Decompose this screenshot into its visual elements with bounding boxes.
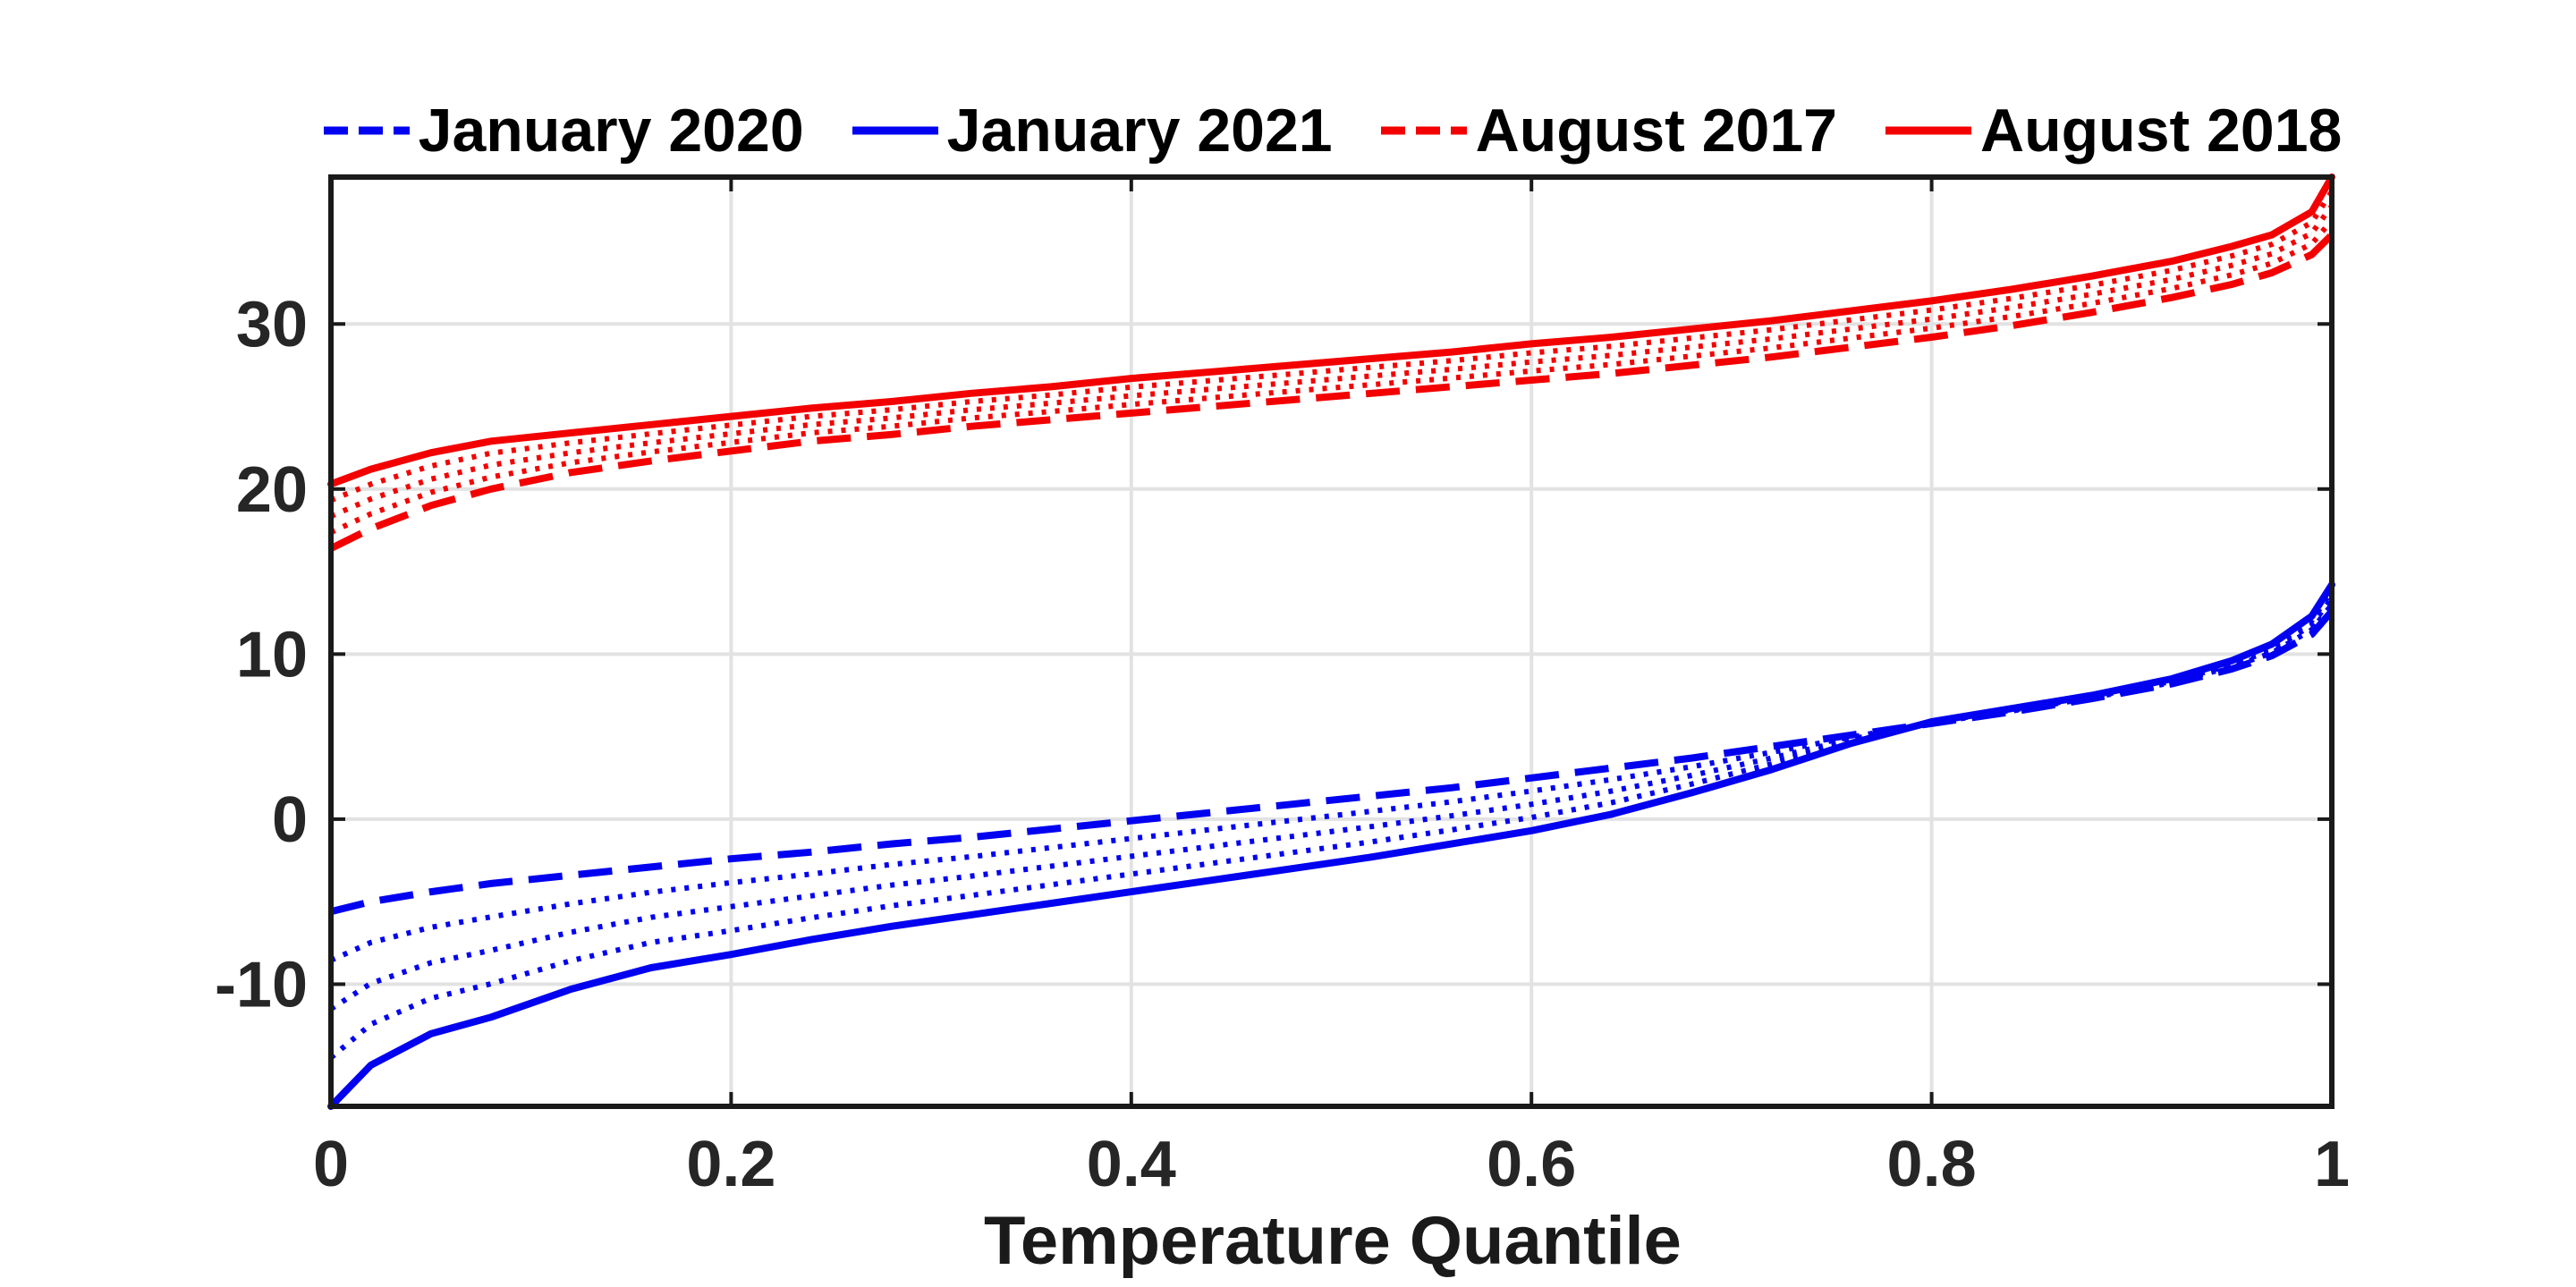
- x-tick-label: 0: [313, 1129, 349, 1200]
- legend-label: January 2020: [418, 97, 804, 165]
- series-august-2017-interpolated-dotted-1: [329, 218, 2334, 535]
- series-january-2020-interpolated-dotted-1: [329, 603, 2334, 963]
- legend-label: August 2018: [1979, 97, 2343, 165]
- plot-border: [328, 174, 2334, 1109]
- legend-swatch-solid-icon: [1885, 126, 1971, 135]
- legend: January 2020 January 2021 August 2017 Augus…: [323, 93, 2342, 168]
- x-tick-label: 1: [2314, 1129, 2350, 1200]
- series-january-2020-interpolated-dotted-2: [329, 596, 2334, 1012]
- legend-item-august-2017: August 2017: [1380, 96, 1837, 165]
- y-tick-label: 10: [236, 619, 308, 690]
- x-tick-label: 0.8: [1887, 1129, 1977, 1200]
- y-tick-label: 30: [236, 289, 308, 360]
- x-axis-label: Temperature Quantile: [984, 1203, 1682, 1279]
- legend-item-august-2018: August 2018: [1885, 96, 2342, 165]
- legend-label: August 2017: [1475, 97, 1837, 165]
- legend-label: January 2021: [946, 97, 1333, 165]
- legend-item-january-2020: January 2020: [323, 96, 804, 165]
- x-tick-label: 0.2: [686, 1129, 775, 1200]
- plot-frame: [328, 174, 2334, 1109]
- legend-swatch-dashed-icon: [1380, 126, 1467, 135]
- tick-labels: 0 0.2 0.4 0.6 0.8 1 -10 0 10 20 30: [215, 289, 2350, 1200]
- y-tick-label: 20: [236, 454, 308, 526]
- legend-swatch-dashed-icon: [323, 126, 410, 135]
- series-january-2021-line: [327, 580, 2335, 1110]
- gridlines: [329, 177, 2334, 1106]
- y-tick-label: -10: [215, 949, 308, 1020]
- series-august-2018-line: [327, 174, 2335, 488]
- legend-swatch-solid-icon: [852, 126, 938, 135]
- series-january-2020-interpolated-dotted-3: [329, 589, 2334, 1060]
- series-lines: [327, 174, 2335, 1110]
- y-tick-label: 0: [272, 784, 308, 856]
- series-august-2017-line: [329, 232, 2334, 552]
- x-tick-label: 0.6: [1487, 1129, 1576, 1200]
- legend-item-january-2021: January 2021: [852, 96, 1333, 165]
- x-tick-label: 0.4: [1087, 1129, 1176, 1200]
